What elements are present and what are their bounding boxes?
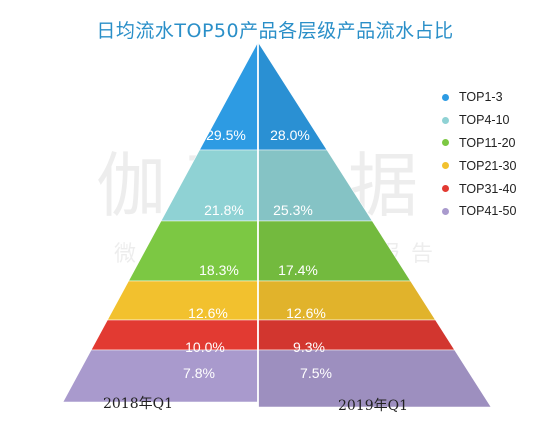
left-value-label: 10.0% — [185, 339, 225, 355]
legend-label: TOP31-40 — [459, 181, 517, 196]
legend-label: TOP41-50 — [459, 204, 517, 219]
legend-item: TOP11-20 — [442, 132, 550, 155]
right-band-top31-40 — [257, 319, 456, 351]
left-value-label: 21.8% — [204, 202, 244, 218]
left-band-top31-40 — [90, 319, 259, 351]
left-band-top21-30 — [106, 280, 259, 321]
legend-item: TOP4-10 — [442, 109, 550, 132]
legend-marker — [442, 162, 449, 170]
legend-label: TOP21-30 — [459, 158, 517, 173]
legend-label: TOP1-3 — [459, 90, 503, 105]
left-series-label: 2018年Q1 — [103, 396, 173, 412]
legend-item: TOP1-3 — [442, 86, 550, 109]
legend-label: TOP11-20 — [459, 135, 516, 150]
left-value-label: 7.8% — [183, 365, 215, 381]
legend-marker — [442, 93, 449, 101]
left-value-label: 18.3% — [199, 262, 239, 278]
left-value-label: 29.5% — [206, 127, 246, 143]
right-value-label: 9.3% — [293, 339, 325, 355]
center-ridge — [257, 42, 259, 407]
legend-marker — [442, 139, 449, 147]
chart-legend: TOP1-3 TOP4-10 TOP11-20 TOP21-30 TOP31-40 TOP… — [442, 86, 550, 223]
legend-marker — [442, 185, 449, 193]
legend-marker — [442, 116, 449, 124]
left-band-top41-50 — [62, 349, 259, 403]
left-value-label: 12.6% — [188, 305, 228, 321]
legend-item: TOP41-50 — [442, 200, 550, 223]
legend-item: TOP31-40 — [442, 177, 550, 200]
right-value-label: 28.0% — [270, 127, 310, 143]
right-band-top21-30 — [257, 280, 437, 321]
chart-title: 日均流水TOP50产品各层级产品流水占比 — [96, 20, 454, 42]
legend-label: TOP4-10 — [459, 113, 510, 128]
legend-item: TOP21-30 — [442, 154, 550, 177]
right-value-label: 7.5% — [300, 365, 332, 381]
right-series-label: 2019年Q1 — [338, 398, 408, 414]
right-value-label: 17.4% — [278, 262, 318, 278]
right-value-label: 12.6% — [286, 305, 326, 321]
legend-marker — [442, 207, 449, 215]
right-value-label: 25.3% — [273, 202, 313, 218]
